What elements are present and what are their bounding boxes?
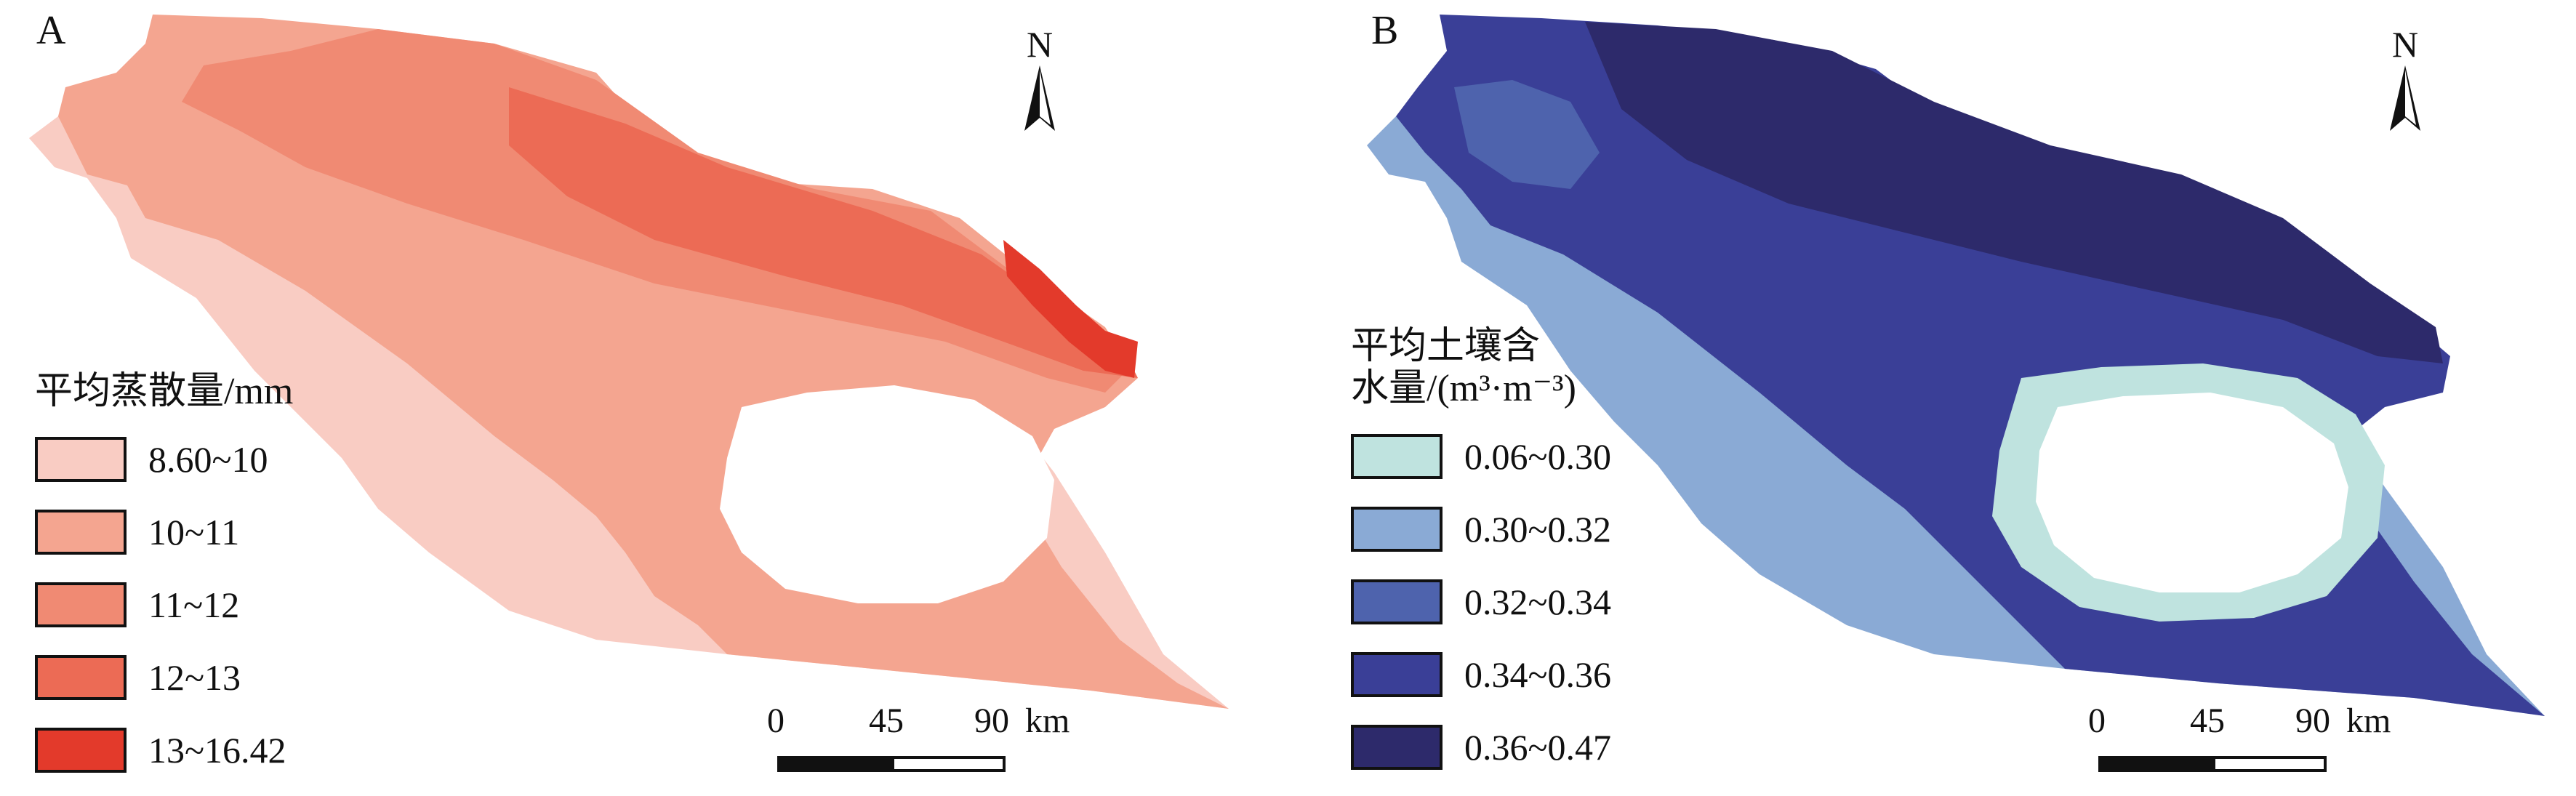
scale-unit: km (1025, 701, 1070, 740)
legend-swatch (1351, 434, 1443, 480)
lake-area (720, 385, 1054, 603)
region-zone-very-high (509, 87, 1138, 378)
legend-label: 13~16.42 (148, 730, 286, 771)
legend-swatch (1351, 652, 1443, 698)
legend-swatch (1351, 579, 1443, 625)
panel-label: B (1371, 8, 1399, 53)
scale-unit: km (2346, 701, 2391, 740)
legend-label: 12~13 (148, 657, 241, 699)
legend-label: 0.32~0.34 (1464, 582, 1612, 623)
north-arrow-icon (2390, 65, 2420, 131)
legend: 平均蒸散量/mm 8.60~10 10~11 11~12 12~13 13~16… (35, 371, 293, 787)
lake-area (2036, 393, 2348, 592)
scale-segment-light (891, 756, 1006, 772)
legend-swatch (1351, 725, 1443, 771)
legend-item: 8.60~10 (35, 423, 293, 496)
legend-item: 12~13 (35, 641, 293, 714)
region-zone-mid-blue (1454, 80, 1600, 189)
scale-tick-0: 0 (2088, 701, 2106, 740)
legend-item: 0.30~0.32 (1351, 493, 1611, 566)
scale-bar: 0 45 90 km (2081, 701, 2391, 772)
scale-tick-90: 90 (974, 701, 1009, 740)
scale-tick-90: 90 (2295, 701, 2330, 740)
map-panel-evapotranspiration: A N 平均蒸散量/mm 8.60~10 10~11 11~12 12~13 1… (29, 8, 1229, 787)
north-letter: N (2391, 24, 2419, 65)
legend-label: 8.60~10 (148, 439, 268, 481)
scale-tick-45: 45 (2190, 701, 2225, 740)
legend-label: 0.06~0.30 (1464, 436, 1612, 478)
map-panel-soil-moisture: B N 平均土壤含 水量/(m³·m⁻³) 0.06~0.30 0.30~0.3… (1309, 0, 2576, 796)
legend-item: 11~12 (35, 568, 293, 641)
scale-segment-dark (2098, 756, 2212, 772)
legend-item: 0.32~0.34 (1351, 566, 1611, 638)
legend-title-line: 水量/(m³·m⁻³) (1351, 368, 1576, 410)
legend-title: 平均土壤含 水量/(m³·m⁻³) (1351, 326, 1611, 410)
legend-item: 0.34~0.36 (1351, 638, 1611, 711)
legend-item: 10~11 (35, 496, 293, 568)
scale-tick-0: 0 (767, 701, 785, 740)
scale-tick-45: 45 (869, 701, 904, 740)
evapotranspiration-map (29, 15, 1229, 709)
legend-label: 10~11 (148, 512, 240, 553)
scale-segment-light (2212, 756, 2327, 772)
panel-label: A (36, 8, 66, 53)
legend-label: 0.36~0.47 (1464, 727, 1612, 768)
soil-moisture-map (1367, 15, 2545, 716)
north-arrow: N (1018, 26, 1062, 131)
region-zone-darkest (1585, 22, 2443, 363)
scale-segment-dark (777, 756, 891, 772)
legend-title-line: 平均土壤含 (1351, 326, 1541, 367)
region-zone-peak (1003, 240, 1138, 378)
legend-item: 0.06~0.30 (1351, 420, 1611, 493)
north-arrow: N (2383, 26, 2427, 131)
legend-swatch (35, 582, 127, 628)
legend-swatch (35, 510, 127, 555)
north-arrow-icon (1024, 65, 1055, 131)
legend-label: 0.30~0.32 (1464, 509, 1612, 550)
legend-swatch (35, 728, 127, 773)
legend-item: 13~16.42 (35, 714, 293, 787)
north-letter: N (1026, 24, 1054, 65)
legend-item: 0.36~0.47 (1351, 711, 1611, 784)
legend-label: 11~12 (148, 584, 240, 626)
legend-swatch (1351, 507, 1443, 552)
scale-bar: 0 45 90 km (760, 701, 1070, 772)
legend-label: 0.34~0.36 (1464, 654, 1612, 696)
legend-swatch (35, 437, 127, 483)
legend-title: 平均蒸散量/mm (35, 371, 294, 412)
legend: 平均土壤含 水量/(m³·m⁻³) 0.06~0.30 0.30~0.32 0.… (1351, 326, 1611, 784)
legend-swatch (35, 655, 127, 701)
